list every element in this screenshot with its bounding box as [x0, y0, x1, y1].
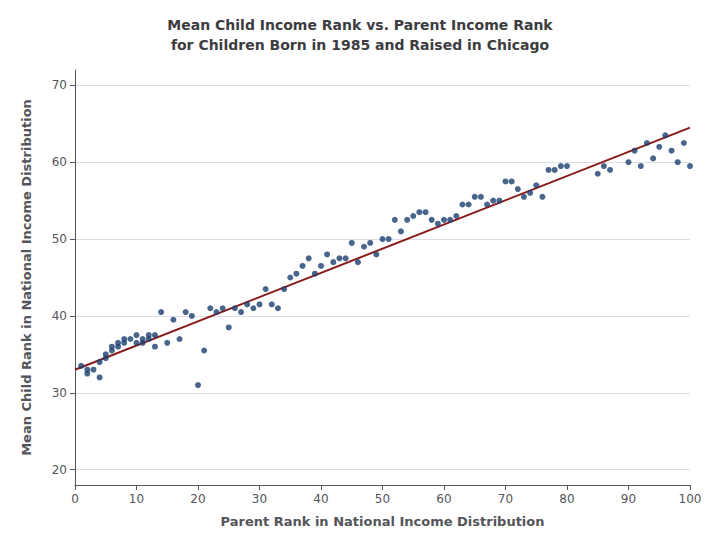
svg-text:30: 30	[252, 492, 267, 506]
svg-text:60: 60	[52, 155, 67, 169]
svg-text:20: 20	[52, 463, 67, 477]
svg-text:Mean Child Rank in National In: Mean Child Rank in National Income Distr…	[19, 99, 34, 456]
svg-text:for Children Born in 1985 and: for Children Born in 1985 and Raised in …	[171, 37, 550, 53]
svg-text:Mean Child Income Rank vs. Par: Mean Child Income Rank vs. Parent Income…	[167, 17, 553, 33]
svg-text:40: 40	[52, 309, 67, 323]
svg-text:90: 90	[621, 492, 636, 506]
svg-text:70: 70	[52, 78, 67, 92]
svg-text:80: 80	[559, 492, 574, 506]
svg-text:10: 10	[129, 492, 144, 506]
svg-text:50: 50	[375, 492, 390, 506]
svg-text:70: 70	[498, 492, 513, 506]
svg-text:30: 30	[52, 386, 67, 400]
svg-text:60: 60	[436, 492, 451, 506]
svg-text:40: 40	[313, 492, 328, 506]
svg-text:Parent Rank in National Income: Parent Rank in National Income Distribut…	[221, 514, 545, 529]
svg-text:20: 20	[190, 492, 205, 506]
svg-text:50: 50	[52, 232, 67, 246]
svg-text:0: 0	[71, 492, 79, 506]
svg-text:100: 100	[679, 492, 702, 506]
